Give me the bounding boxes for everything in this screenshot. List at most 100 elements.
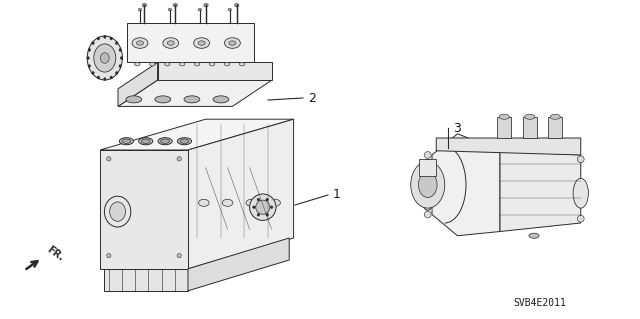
Ellipse shape (180, 63, 185, 66)
Ellipse shape (253, 206, 255, 209)
Ellipse shape (173, 4, 177, 7)
Ellipse shape (150, 63, 155, 66)
Polygon shape (127, 23, 255, 63)
Ellipse shape (204, 4, 208, 7)
Ellipse shape (256, 200, 270, 214)
Ellipse shape (266, 198, 269, 201)
Ellipse shape (198, 199, 209, 206)
Ellipse shape (122, 139, 131, 144)
Ellipse shape (239, 63, 244, 66)
Ellipse shape (177, 157, 181, 161)
Polygon shape (100, 119, 294, 150)
Ellipse shape (529, 233, 539, 238)
Ellipse shape (573, 178, 588, 208)
Ellipse shape (139, 138, 153, 145)
Ellipse shape (168, 8, 172, 11)
Ellipse shape (87, 56, 90, 60)
Bar (523, 117, 536, 138)
Ellipse shape (167, 41, 174, 45)
Ellipse shape (126, 96, 142, 103)
Ellipse shape (119, 48, 122, 51)
Polygon shape (100, 150, 188, 269)
Ellipse shape (177, 253, 181, 258)
Polygon shape (188, 238, 289, 291)
Ellipse shape (88, 64, 91, 68)
Polygon shape (104, 269, 188, 291)
Ellipse shape (525, 114, 535, 119)
Text: 2: 2 (308, 92, 316, 105)
Polygon shape (118, 80, 272, 107)
Ellipse shape (104, 78, 106, 81)
Ellipse shape (141, 139, 150, 144)
Ellipse shape (222, 199, 233, 206)
Polygon shape (436, 138, 580, 155)
Ellipse shape (270, 206, 273, 209)
Ellipse shape (87, 36, 122, 80)
Ellipse shape (577, 156, 584, 163)
Ellipse shape (194, 38, 209, 48)
Ellipse shape (499, 114, 509, 119)
Ellipse shape (161, 139, 170, 144)
Polygon shape (188, 119, 294, 269)
Ellipse shape (257, 213, 260, 216)
Ellipse shape (424, 211, 431, 218)
Ellipse shape (119, 138, 134, 145)
Ellipse shape (270, 199, 280, 206)
Text: SVB4E2011: SVB4E2011 (513, 298, 566, 308)
Ellipse shape (180, 139, 189, 144)
Ellipse shape (411, 161, 445, 208)
Ellipse shape (138, 8, 142, 11)
Ellipse shape (155, 96, 171, 103)
Ellipse shape (577, 215, 584, 222)
Ellipse shape (136, 41, 143, 45)
Ellipse shape (107, 253, 111, 258)
Ellipse shape (119, 64, 122, 68)
Ellipse shape (97, 37, 100, 40)
Ellipse shape (142, 4, 147, 7)
Text: FR.: FR. (45, 245, 65, 263)
Bar (548, 117, 562, 138)
Ellipse shape (120, 56, 123, 60)
Ellipse shape (228, 8, 232, 11)
Ellipse shape (115, 71, 118, 74)
Ellipse shape (132, 38, 148, 48)
Ellipse shape (419, 172, 437, 197)
Ellipse shape (115, 41, 118, 45)
Ellipse shape (92, 41, 94, 45)
Ellipse shape (550, 114, 561, 119)
Ellipse shape (100, 53, 109, 63)
Ellipse shape (424, 152, 431, 159)
Ellipse shape (250, 194, 276, 220)
Polygon shape (157, 63, 272, 80)
Ellipse shape (246, 199, 257, 206)
Ellipse shape (88, 48, 91, 51)
Ellipse shape (257, 198, 260, 201)
Ellipse shape (97, 76, 100, 79)
Ellipse shape (225, 63, 230, 66)
Polygon shape (500, 151, 580, 232)
Ellipse shape (195, 63, 200, 66)
Ellipse shape (213, 96, 229, 103)
Ellipse shape (104, 196, 131, 227)
Ellipse shape (266, 213, 269, 216)
Ellipse shape (198, 8, 202, 11)
Ellipse shape (109, 202, 125, 221)
Ellipse shape (163, 38, 179, 48)
Text: 3: 3 (453, 122, 461, 135)
Ellipse shape (235, 4, 239, 7)
Ellipse shape (110, 76, 113, 79)
Ellipse shape (94, 44, 116, 72)
Polygon shape (419, 159, 436, 176)
Ellipse shape (177, 138, 191, 145)
Ellipse shape (110, 37, 113, 40)
Ellipse shape (184, 96, 200, 103)
Ellipse shape (225, 38, 241, 48)
Ellipse shape (107, 157, 111, 161)
Polygon shape (118, 63, 157, 107)
Ellipse shape (419, 159, 436, 210)
Ellipse shape (229, 41, 236, 45)
Polygon shape (432, 134, 500, 236)
Text: 1: 1 (333, 189, 341, 202)
Ellipse shape (209, 63, 215, 66)
Ellipse shape (198, 41, 205, 45)
